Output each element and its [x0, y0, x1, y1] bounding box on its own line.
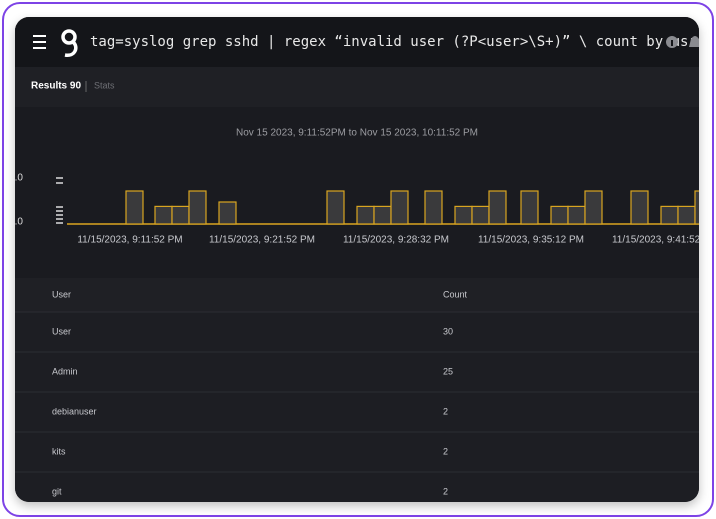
stats-tab[interactable]: Stats [94, 80, 115, 90]
screen: tag=syslog grep sshd | regex “invalid us… [15, 17, 699, 502]
table-body: User 30 Admin 25 debianuser 2 kits 2 git 2 [15, 311, 699, 502]
histogram-bar [584, 190, 603, 225]
count-cell: 30 [443, 326, 453, 336]
user-cell: User [52, 326, 71, 336]
column-header: Count [443, 289, 468, 299]
histogram-bar [188, 190, 207, 225]
histogram-bar [154, 205, 173, 225]
x-tick-label: 11/15/2023, 9:21:52 PM [209, 235, 315, 246]
user-cell: kits [52, 446, 66, 456]
count-cell: 2 [443, 446, 448, 456]
histogram-bar [125, 190, 144, 225]
histogram-bar [424, 190, 443, 225]
histogram-bar [488, 190, 507, 225]
logo-loop [61, 29, 77, 45]
histogram-bar [567, 205, 586, 225]
column-header: User [52, 289, 71, 299]
table-row [15, 432, 699, 472]
table-row [15, 472, 699, 502]
count-cell: 2 [443, 406, 448, 416]
y-tick-label: 0.0 [15, 217, 23, 228]
menu-button[interactable] [33, 35, 46, 49]
user-cell: Admin [52, 366, 78, 376]
x-tick-label: 11/15/2023, 9:41:52 PM [612, 235, 699, 246]
histogram-bar [356, 205, 375, 225]
app: tag=syslog grep sshd | regex “invalid us… [15, 17, 699, 502]
histogram-bar [660, 205, 679, 225]
table-header [15, 278, 699, 312]
histogram-bar [550, 205, 569, 225]
count-cell: 25 [443, 366, 453, 376]
histogram-bar [520, 190, 539, 225]
histogram-bar [373, 205, 392, 225]
histogram-bar [390, 190, 409, 225]
search-query[interactable]: tag=syslog grep sshd | regex “invalid us… [90, 34, 699, 50]
x-tick-label: 11/15/2023, 9:35:12 PM [478, 235, 584, 246]
x-tick-label: 11/15/2023, 9:28:32 PM [343, 235, 449, 246]
tabs-bar [15, 67, 699, 107]
table-row [15, 392, 699, 432]
histogram-bar [326, 190, 345, 225]
histogram: 1.0 0.0 11/15/2023, 9:11:52 PM 11/15/2023, … [15, 173, 699, 246]
time-range: Nov 15 2023, 9:11:52PM to Nov 15 2023, 1… [236, 128, 478, 139]
logo [61, 29, 78, 57]
histogram-bar [677, 205, 696, 225]
histogram-bar [630, 190, 649, 225]
user-cell: debianuser [52, 406, 97, 416]
histogram-bar [218, 201, 237, 225]
top-bar [15, 17, 699, 67]
histogram-bar [471, 205, 490, 225]
histogram-bar [454, 205, 473, 225]
table-row [15, 352, 699, 392]
info-glyph [671, 40, 673, 46]
histogram-bar [694, 190, 699, 225]
table-row [15, 312, 699, 352]
user-cell: git [52, 486, 62, 496]
histogram-bar [171, 205, 190, 225]
results-tab[interactable]: Results 90 [31, 81, 81, 92]
y-tick-label: 1.0 [15, 173, 23, 184]
logo-tail [64, 40, 78, 57]
x-tick-label: 11/15/2023, 9:11:52 PM [77, 235, 182, 246]
bell-icon[interactable] [689, 36, 699, 47]
count-cell: 2 [443, 486, 448, 496]
